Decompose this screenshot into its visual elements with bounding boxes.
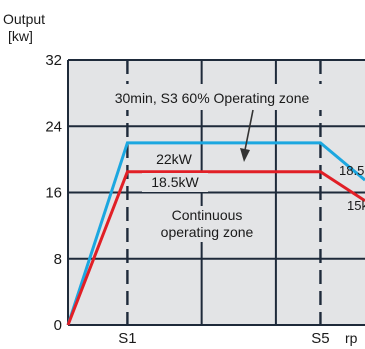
y-tick-16: 16 — [45, 185, 62, 202]
zone-s3-label: 30min, S3 60% Operating zone — [115, 90, 310, 106]
x-tick-s5: S5 — [311, 330, 329, 347]
y-tick-24: 24 — [45, 118, 62, 135]
series-line-1 — [66, 170, 365, 326]
zone-s3-label-bg — [98, 84, 326, 110]
label-185kw: 18.5kW — [151, 174, 199, 190]
y-tick-labels: 0 8 16 24 32 — [45, 52, 62, 334]
x-axis-title: rp — [345, 330, 358, 346]
series-lines — [66, 141, 365, 326]
label-22kw-bg — [148, 150, 200, 168]
continuous-label-line1: Continuous — [172, 207, 243, 223]
y-tick-32: 32 — [45, 52, 62, 69]
x-tick-labels: S1 S5 — [118, 330, 329, 347]
zone-s3-arrow-shaft — [244, 109, 254, 151]
continuous-label-line2: operating zone — [161, 224, 254, 240]
y-axis-title-line2: [kw] — [8, 28, 33, 44]
series-line-0 — [66, 141, 365, 326]
y-tick-0: 0 — [54, 317, 62, 334]
y-tick-8: 8 — [54, 251, 62, 268]
zone-s3-arrowhead — [240, 148, 250, 162]
series-end-label-0: 18.5 — [339, 163, 364, 178]
x-tick-s1: S1 — [118, 330, 136, 347]
series-end-label-1: 15k — [347, 198, 365, 213]
label-22kw: 22kW — [156, 151, 193, 167]
label-185kw-bg — [142, 173, 208, 192]
continuous-label-bg — [148, 206, 266, 242]
series-end-labels: 18.5 15k — [339, 163, 365, 213]
y-axis-title-line1: Output — [3, 11, 45, 27]
